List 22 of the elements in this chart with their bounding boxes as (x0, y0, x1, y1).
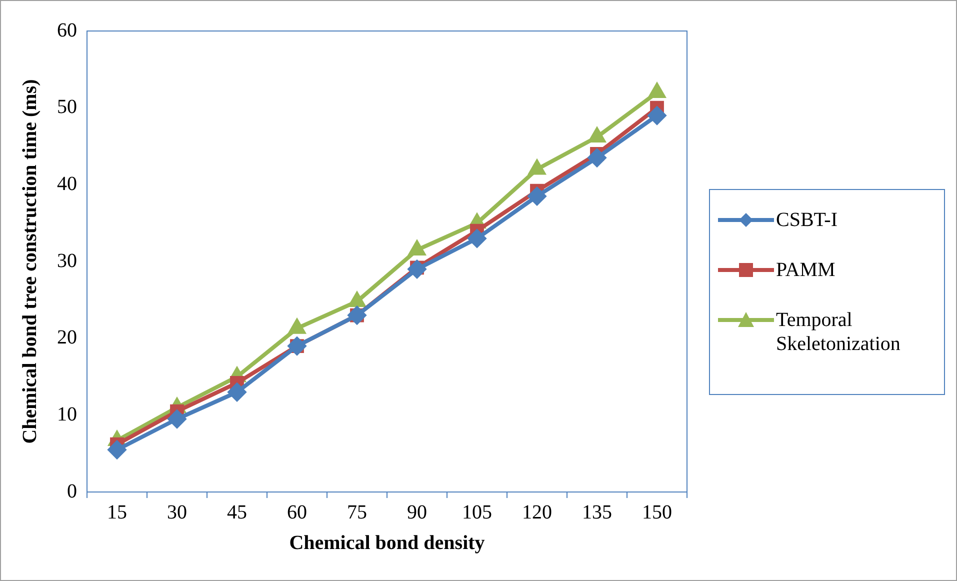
x-tick-label: 135 (582, 501, 612, 524)
x-tick-label: 105 (462, 501, 492, 524)
y-tick-label: 40 (57, 172, 77, 195)
x-tick-label: 15 (107, 501, 127, 524)
legend-label: Temporal Skeletonization (776, 308, 902, 356)
legend-label: PAMM (776, 258, 836, 282)
x-tick-label: 90 (407, 501, 427, 524)
y-tick-label: 10 (57, 403, 77, 426)
y-tick-label: 20 (57, 326, 77, 349)
x-tick-label: 60 (287, 501, 307, 524)
y-tick-label: 60 (57, 19, 77, 42)
x-tick-label: 120 (522, 501, 552, 524)
x-tick-label: 150 (642, 501, 672, 524)
legend-label: CSBT-I (776, 208, 838, 232)
x-tick-label: 30 (167, 501, 187, 524)
y-tick-label: 50 (57, 96, 77, 118)
x-axis-title: Chemical bond density (289, 532, 485, 554)
y-axis-title: Chemical bond tree construction time (ms) (19, 79, 42, 444)
y-tick-label: 30 (57, 250, 77, 272)
x-tick-label: 45 (227, 501, 247, 524)
x-tick-label: 75 (347, 501, 367, 524)
y-tick-label: 0 (67, 480, 77, 502)
